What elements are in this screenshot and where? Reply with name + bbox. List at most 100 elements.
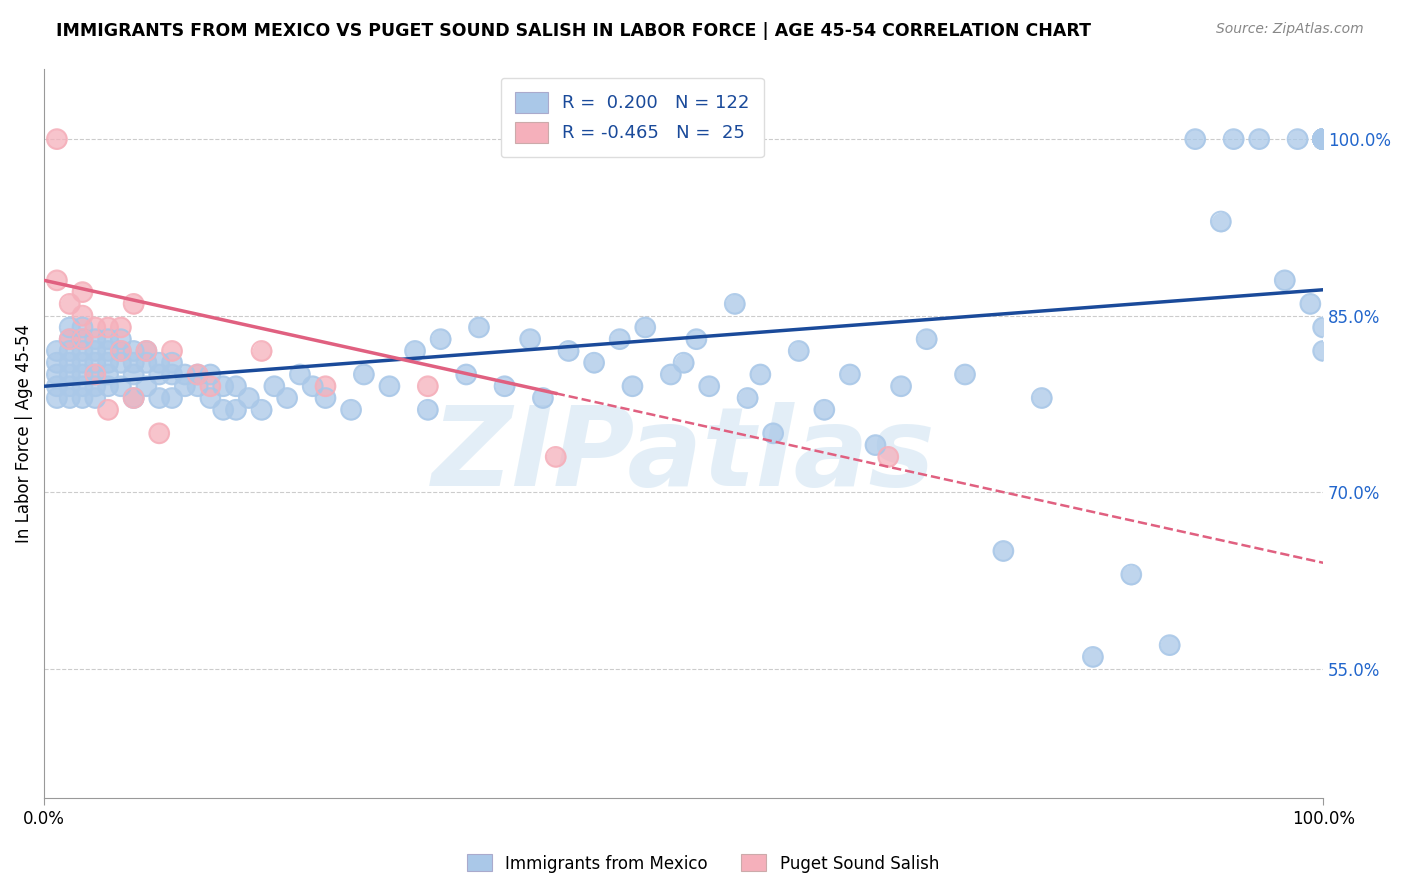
Point xyxy=(813,402,835,417)
Point xyxy=(84,368,107,382)
Point xyxy=(135,343,157,358)
Point xyxy=(1184,132,1206,146)
Point xyxy=(110,332,132,346)
Point xyxy=(187,368,209,382)
Point xyxy=(1222,132,1244,146)
Point xyxy=(634,320,657,334)
Legend: R =  0.200   N = 122, R = -0.465   N =  25: R = 0.200 N = 122, R = -0.465 N = 25 xyxy=(501,78,763,157)
Point xyxy=(378,379,401,393)
Point xyxy=(59,320,82,334)
Point xyxy=(416,402,439,417)
Point xyxy=(72,285,94,299)
Point xyxy=(531,391,554,405)
Point xyxy=(225,402,247,417)
Point xyxy=(1312,132,1334,146)
Point xyxy=(72,285,94,299)
Point xyxy=(609,332,631,346)
Point xyxy=(97,379,120,393)
Point xyxy=(838,368,860,382)
Point xyxy=(72,320,94,334)
Point xyxy=(72,356,94,370)
Point xyxy=(238,391,260,405)
Point xyxy=(45,368,67,382)
Point xyxy=(315,391,337,405)
Point xyxy=(97,356,120,370)
Point xyxy=(72,309,94,323)
Point xyxy=(122,368,145,382)
Point xyxy=(110,343,132,358)
Point xyxy=(993,544,1015,558)
Point xyxy=(1081,649,1104,664)
Point xyxy=(72,332,94,346)
Point xyxy=(890,379,912,393)
Point xyxy=(72,332,94,346)
Point xyxy=(288,368,311,382)
Point xyxy=(84,379,107,393)
Point xyxy=(72,356,94,370)
Point xyxy=(84,368,107,382)
Point xyxy=(110,379,132,393)
Point xyxy=(59,379,82,393)
Point xyxy=(787,343,810,358)
Point xyxy=(468,320,491,334)
Point xyxy=(263,379,285,393)
Point xyxy=(263,379,285,393)
Point xyxy=(187,368,209,382)
Point xyxy=(160,391,183,405)
Point xyxy=(762,426,785,441)
Point xyxy=(1312,132,1334,146)
Point xyxy=(45,391,67,405)
Point xyxy=(353,368,375,382)
Point xyxy=(1312,132,1334,146)
Point xyxy=(1209,214,1232,228)
Point xyxy=(110,343,132,358)
Point xyxy=(544,450,567,464)
Point xyxy=(45,273,67,287)
Point xyxy=(84,356,107,370)
Point xyxy=(110,343,132,358)
Point xyxy=(59,368,82,382)
Point xyxy=(1312,320,1334,334)
Point xyxy=(953,368,976,382)
Point xyxy=(97,332,120,346)
Point xyxy=(749,368,772,382)
Point xyxy=(110,356,132,370)
Point xyxy=(225,379,247,393)
Point xyxy=(148,368,170,382)
Point xyxy=(45,343,67,358)
Point xyxy=(148,391,170,405)
Point xyxy=(1312,132,1334,146)
Point xyxy=(1312,132,1334,146)
Point xyxy=(200,368,222,382)
Point xyxy=(200,379,222,393)
Point xyxy=(97,402,120,417)
Point xyxy=(838,368,860,382)
Point xyxy=(557,343,579,358)
Point xyxy=(672,356,695,370)
Point xyxy=(1121,567,1143,582)
Point xyxy=(813,402,835,417)
Point xyxy=(1286,132,1309,146)
Point xyxy=(225,379,247,393)
Point xyxy=(148,356,170,370)
Point xyxy=(84,343,107,358)
Point xyxy=(276,391,298,405)
Point xyxy=(404,343,426,358)
Point xyxy=(72,391,94,405)
Point xyxy=(45,132,67,146)
Point xyxy=(1274,273,1296,287)
Point xyxy=(110,379,132,393)
Point xyxy=(59,391,82,405)
Point xyxy=(1312,132,1334,146)
Point xyxy=(135,343,157,358)
Point xyxy=(122,356,145,370)
Point xyxy=(621,379,644,393)
Point xyxy=(1209,214,1232,228)
Point xyxy=(97,368,120,382)
Point xyxy=(45,132,67,146)
Point xyxy=(84,320,107,334)
Point xyxy=(672,356,695,370)
Point xyxy=(110,332,132,346)
Point xyxy=(122,391,145,405)
Legend: Immigrants from Mexico, Puget Sound Salish: Immigrants from Mexico, Puget Sound Sali… xyxy=(460,847,946,880)
